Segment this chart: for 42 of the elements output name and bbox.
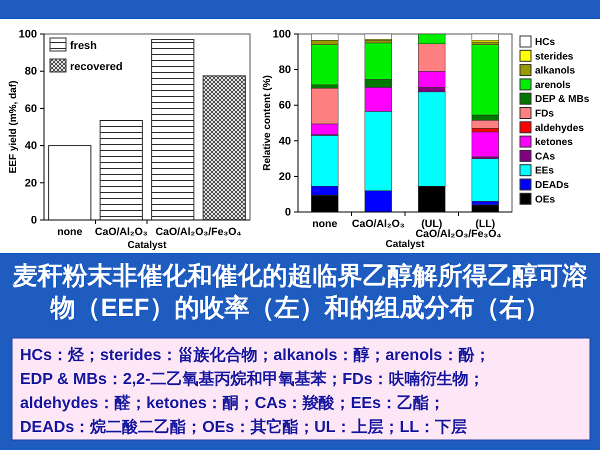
y-tick-label: 40 (24, 140, 37, 152)
text: EDP & MBs：2,2-二乙氧基丙烷和甲氧基苯；FDs：呋喃衍生物； (20, 370, 485, 388)
legend-label: DEP & MBs (535, 94, 590, 106)
x-axis-title: Catalyst (386, 239, 426, 250)
y-tick-label: 20 (278, 170, 291, 183)
y-tick-label: 0 (284, 206, 291, 219)
legend-label: ketones (535, 137, 574, 148)
legend-label: FDs (535, 108, 554, 120)
legend-label: CAs (535, 151, 556, 162)
text: aldehydes：醛；ketones：酮；CAs：羧酸；EEs：乙酯； (20, 394, 445, 412)
legend-label: OEs (535, 194, 556, 206)
legend-label: sterides (535, 51, 574, 62)
legend-label: aldehydes (535, 122, 584, 134)
y-tick-label: 20 (24, 177, 37, 190)
x-tick-label: none (312, 218, 338, 230)
y-tick-label: 0 (30, 214, 37, 227)
x-tick-label: CaO/Al₂O₃/Fe₃O₄ (156, 226, 242, 238)
y-tick-label: 100 (272, 28, 291, 41)
legend-label: alkanols (535, 66, 576, 77)
legend-label: recovered (70, 61, 123, 73)
legend-label: EEs (535, 166, 554, 177)
x-tick-label: CaO/Al₂O₃ (94, 226, 148, 238)
x-tick-label: (UL) (421, 218, 442, 230)
legend-label: HCs (535, 37, 556, 48)
x-tick-label: CaO/Al₂O₃ (352, 218, 405, 230)
x-tick-label: none (57, 226, 82, 238)
x-axis-title: Catalyst (128, 240, 168, 251)
text: 麦秆粉末非催化和催化的超临界乙醇解所得乙醇可溶物（EEF）的收率（左）和的组成分布（右） (12, 262, 588, 322)
legend-label: fresh (70, 40, 98, 52)
x-tick-label: (LL) (475, 218, 496, 230)
y-axis-title: EEF yield (m%, daf) (8, 80, 19, 174)
y-tick-label: 40 (278, 135, 291, 148)
text: DEADs：烷二酸二乙酯；OEs：其它酯；UL：上层；LL：下层 (20, 417, 468, 436)
y-tick-label: 80 (24, 66, 37, 78)
legend-label: arenols (535, 80, 572, 91)
y-tick-label: 100 (18, 28, 37, 41)
y-tick-label: 60 (278, 100, 291, 112)
legend-label: DEADs (535, 180, 570, 191)
y-tick-label: 80 (278, 64, 291, 76)
y-tick-label: 60 (24, 102, 37, 115)
text: HCs：烃；sterides：甾族化合物；alkanols：醇；arenols：酚； (20, 346, 490, 364)
y-axis-title: Relative content (%) (262, 75, 273, 171)
